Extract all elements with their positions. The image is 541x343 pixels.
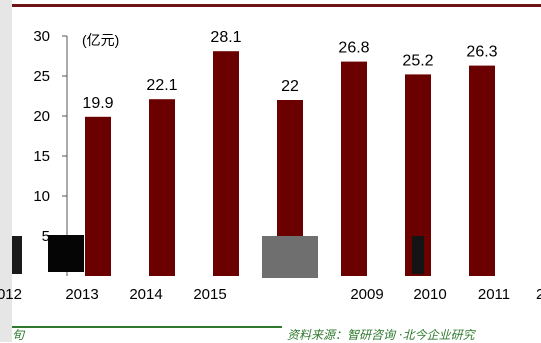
bar-2013: [85, 116, 111, 276]
x-tick-label-partial: 012: [0, 286, 22, 303]
footer-left-fragment: 旬: [12, 328, 25, 342]
x-tick-label-partial: 2: [536, 286, 541, 303]
value-label: 25.2: [402, 52, 433, 69]
glitch-block-gray: [262, 236, 318, 278]
glitch-block-black: [48, 235, 84, 272]
x-tick-label: 2014: [129, 286, 162, 303]
bar-2009: [341, 61, 367, 276]
value-label: 22.1: [146, 77, 177, 94]
glitch-strip-dark: [12, 236, 22, 274]
y-tick-label: 20: [33, 108, 50, 125]
source-note: 资料来源：智研咨询 ·北今企业研究: [287, 328, 475, 342]
footer-divider: [12, 326, 282, 328]
y-tick-label: 15: [33, 148, 50, 165]
bars: [85, 51, 495, 277]
x-tick-labels: 20132014201502009201020110122: [0, 264, 541, 303]
unit-label: (亿元): [82, 32, 119, 48]
bar-2014: [149, 99, 175, 276]
bar-2011: [469, 65, 495, 276]
y-tick-label: 30: [33, 28, 50, 45]
value-label: 28.1: [210, 29, 241, 46]
y-tick-label: 5: [42, 228, 50, 245]
value-label: 22: [281, 78, 299, 95]
glitch-strip-dark-2: [412, 236, 424, 274]
value-label: 26.8: [338, 40, 369, 57]
top-border-rule: [12, 4, 541, 7]
y-tick-label: 10: [33, 188, 50, 205]
x-tick-label: 2009: [350, 286, 383, 303]
value-label: 19.9: [82, 95, 113, 112]
value-label: 26.3: [466, 44, 497, 61]
left-margin-strip: [0, 0, 12, 342]
y-tick-label: 25: [33, 68, 50, 85]
bar-2015: [213, 51, 239, 277]
x-tick-label: 2011: [478, 286, 510, 303]
x-tick-label: 2010: [413, 286, 446, 303]
x-tick-label: 2013: [65, 286, 98, 303]
x-tick-label: 2015: [193, 286, 226, 303]
value-labels: 19.9 22.1 28.1 22 26.8 25.2 26.3: [82, 29, 497, 112]
